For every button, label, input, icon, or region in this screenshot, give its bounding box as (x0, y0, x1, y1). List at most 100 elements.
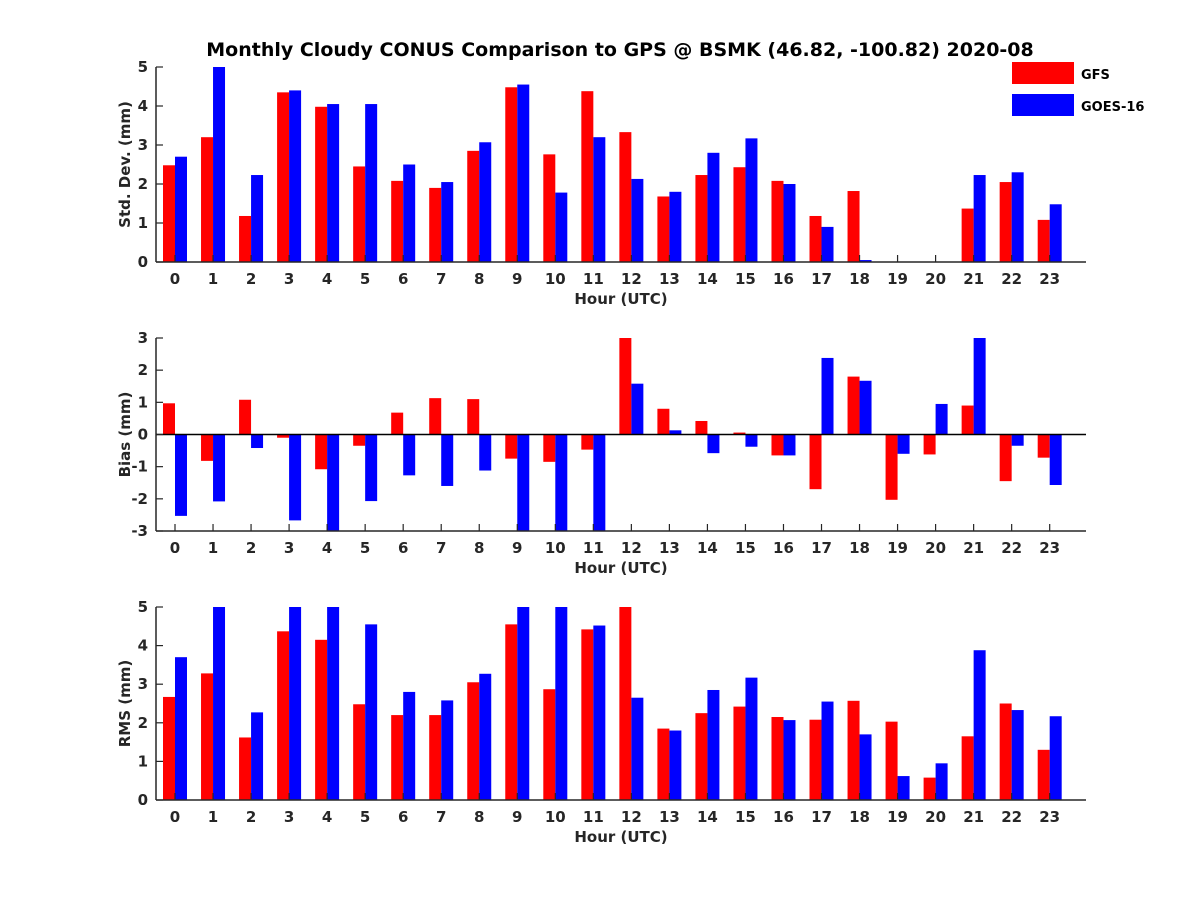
legend-swatch-goes16 (1012, 94, 1074, 116)
x-tick-label: 8 (474, 539, 484, 557)
goes16-bar-hour-5 (365, 104, 378, 262)
x-tick-label: 6 (398, 270, 408, 288)
gfs-bar-hour-3 (277, 434, 290, 438)
x-tick-label: 1 (208, 808, 218, 826)
goes16-bar-hour-22 (1011, 710, 1024, 800)
goes16-bar-hour-1 (213, 67, 226, 262)
goes16-bar-hour-16 (783, 184, 796, 262)
x-tick-label: 12 (621, 270, 642, 288)
gfs-bar-hour-16 (771, 434, 784, 456)
gfs-bar-hour-10 (543, 689, 556, 800)
goes16-bar-hour-10 (555, 607, 568, 800)
x-tick-label: 13 (659, 270, 680, 288)
x-tick-label: 21 (963, 270, 984, 288)
x-tick-label: 8 (474, 270, 484, 288)
x-tick-label: 0 (170, 539, 180, 557)
gfs-bar-hour-19 (885, 434, 898, 500)
x-tick-label: 18 (849, 539, 870, 557)
goes16-bar-hour-21 (973, 338, 986, 435)
goes16-bar-hour-23 (1049, 434, 1062, 486)
gfs-bar-hour-12 (619, 338, 632, 435)
goes16-bar-hour-10 (555, 434, 568, 531)
gfs-bar-hour-5 (353, 704, 366, 800)
goes16-bar-hour-7 (441, 700, 454, 800)
gfs-bar-hour-4 (315, 434, 328, 470)
x-tick-label: 7 (436, 539, 446, 557)
x-tick-label: 17 (811, 808, 832, 826)
x-tick-label: 21 (963, 539, 984, 557)
goes16-bar-hour-21 (973, 175, 986, 262)
x-tick-label: 0 (170, 808, 180, 826)
gfs-bar-hour-5 (353, 434, 366, 446)
x-tick-label: 19 (887, 270, 908, 288)
x-tick-label: 20 (925, 808, 946, 826)
x-tick-label: 18 (849, 808, 870, 826)
gfs-bar-hour-11 (581, 434, 594, 450)
x-tick-label: 20 (925, 270, 946, 288)
x-tick-label: 23 (1039, 539, 1060, 557)
goes16-bar-hour-18 (859, 380, 872, 435)
goes16-bar-hour-1 (213, 434, 226, 502)
x-tick-label: 1 (208, 539, 218, 557)
x-tick-label: 2 (246, 539, 256, 557)
y-tick-label: -1 (131, 458, 148, 476)
goes16-bar-hour-2 (251, 434, 264, 449)
x-tick-label: 14 (697, 270, 718, 288)
goes16-bar-hour-5 (365, 624, 378, 800)
gfs-bar-hour-21 (961, 405, 974, 435)
x-tick-label: 22 (1001, 539, 1022, 557)
x-axis-label: Hour (UTC) (574, 290, 667, 308)
gfs-bar-hour-9 (505, 434, 518, 459)
x-tick-label: 15 (735, 808, 756, 826)
gfs-bar-hour-6 (391, 412, 404, 435)
gfs-bar-hour-18 (847, 700, 860, 800)
x-tick-label: 11 (583, 270, 604, 288)
gfs-bar-hour-16 (771, 180, 784, 262)
gfs-bar-hour-0 (163, 696, 175, 800)
x-tick-label: 6 (398, 808, 408, 826)
x-tick-label: 9 (512, 270, 522, 288)
goes16-bar-hour-15 (745, 138, 758, 262)
y-tick-label: 1 (138, 752, 148, 770)
y-tick-label: 4 (138, 637, 148, 655)
x-tick-label: 3 (284, 539, 294, 557)
goes16-bar-hour-16 (783, 434, 796, 456)
goes16-bar-hour-19 (897, 434, 910, 454)
goes16-bar-hour-2 (251, 712, 264, 800)
gfs-bar-hour-1 (201, 137, 214, 262)
gfs-bar-hour-8 (467, 682, 480, 800)
goes16-bar-hour-18 (859, 734, 872, 800)
gfs-bar-hour-21 (961, 208, 974, 262)
goes16-bar-hour-4 (327, 104, 340, 262)
x-tick-label: 17 (811, 539, 832, 557)
goes16-bar-hour-7 (441, 434, 454, 486)
gfs-bar-hour-11 (581, 91, 594, 263)
x-tick-label: 4 (322, 270, 332, 288)
gfs-bar-hour-12 (619, 132, 632, 262)
y-tick-label: 0 (138, 426, 148, 444)
gfs-bar-hour-9 (505, 624, 518, 800)
goes16-bar-hour-20 (935, 763, 948, 800)
x-tick-label: 11 (583, 808, 604, 826)
goes16-bar-hour-14 (707, 152, 720, 262)
goes16-bar-hour-9 (517, 84, 530, 262)
y-tick-label: 5 (138, 598, 148, 616)
goes16-bar-hour-23 (1049, 716, 1062, 800)
gfs-bar-hour-0 (163, 165, 175, 262)
gfs-bar-hour-5 (353, 166, 366, 262)
legend-label-gfs: GFS (1081, 68, 1110, 83)
x-tick-label: 20 (925, 539, 946, 557)
gfs-bar-hour-17 (809, 719, 822, 800)
goes16-bar-hour-8 (479, 434, 492, 471)
goes16-bar-hour-6 (403, 164, 416, 262)
y-tick-label: 2 (138, 175, 148, 193)
x-tick-label: 19 (887, 808, 908, 826)
goes16-bar-hour-8 (479, 142, 492, 262)
goes16-bar-hour-17 (821, 226, 834, 262)
x-tick-label: 15 (735, 539, 756, 557)
x-tick-label: 10 (545, 539, 566, 557)
gfs-bar-hour-17 (809, 215, 822, 262)
y-axis-label: RMS (mm) (116, 660, 134, 747)
